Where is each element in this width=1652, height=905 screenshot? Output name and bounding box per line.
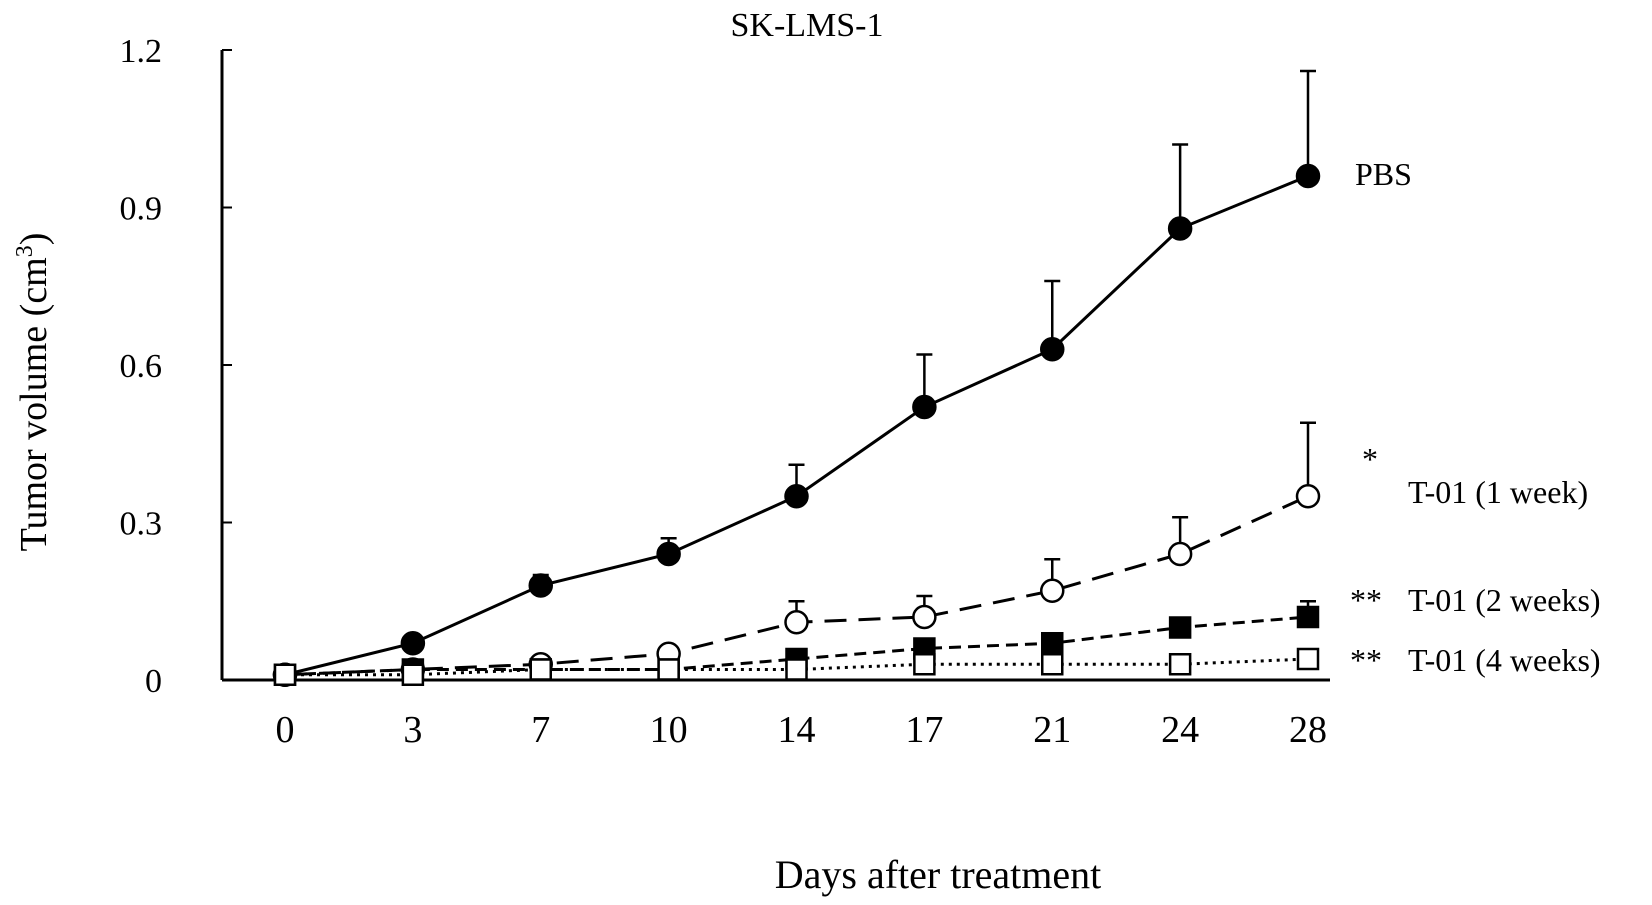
x-tick-label: 17 <box>905 709 943 751</box>
data-point <box>785 658 808 681</box>
x-tick-label: 28 <box>1289 709 1327 751</box>
x-tick-label: 7 <box>531 709 550 751</box>
data-point <box>1295 163 1321 189</box>
y-tick-label: 1.2 <box>120 33 163 70</box>
y-tick-label: 0.3 <box>120 506 163 543</box>
data-point <box>529 658 552 681</box>
x-tick-label: 3 <box>403 709 422 751</box>
series-label: T-01 (4 weeks) <box>1408 642 1601 678</box>
data-point <box>1040 337 1065 362</box>
data-point <box>657 658 680 681</box>
data-point <box>912 394 937 420</box>
x-axis-label: Days after treatment <box>775 852 1102 897</box>
x-tick-label: 14 <box>778 709 816 751</box>
data-point <box>1041 653 1064 676</box>
data-point <box>528 573 553 598</box>
data-point <box>1168 653 1192 676</box>
chart-title: SK-LMS-1 <box>730 7 883 44</box>
y-tick-label: 0 <box>145 663 162 700</box>
series-label: T-01 (2 weeks) <box>1408 582 1601 618</box>
y-axis-label: Tumor volume (cm3) <box>12 233 55 552</box>
data-point <box>1295 484 1321 509</box>
series-2: T-01 (2 weeks) ** <box>273 582 1601 686</box>
series-label: PBS <box>1355 156 1412 192</box>
y-tick-label: 0.9 <box>120 191 163 228</box>
data-point <box>401 663 425 686</box>
x-tick-label: 10 <box>650 709 688 751</box>
data-point <box>784 610 809 635</box>
series-line <box>285 657 1309 677</box>
data-point <box>400 631 426 656</box>
series-line <box>284 174 1309 677</box>
data-point <box>784 484 809 509</box>
significance-marker: ** <box>1350 582 1382 618</box>
data-point <box>1041 632 1064 655</box>
series-3: T-01 (4 weeks) ** <box>273 642 1601 686</box>
significance-marker: ** <box>1350 642 1382 678</box>
data-point <box>1296 605 1320 629</box>
significance-marker: * <box>1362 441 1378 477</box>
data-point <box>1168 616 1192 639</box>
series-label: T-01 (1 week) <box>1408 474 1588 510</box>
y-tick-label: 0.6 <box>120 348 163 385</box>
data-point <box>1040 578 1065 603</box>
series-0: PBS <box>272 69 1412 687</box>
data-point <box>1167 541 1193 567</box>
x-tick-label: 24 <box>1161 709 1199 751</box>
data-point <box>1167 216 1193 241</box>
data-point <box>1296 647 1320 671</box>
data-point <box>912 604 937 630</box>
data-point <box>273 663 297 686</box>
x-tick-label: 21 <box>1033 709 1071 751</box>
data-point <box>913 653 936 676</box>
x-tick-label: 0 <box>276 709 295 751</box>
data-point <box>656 541 681 567</box>
